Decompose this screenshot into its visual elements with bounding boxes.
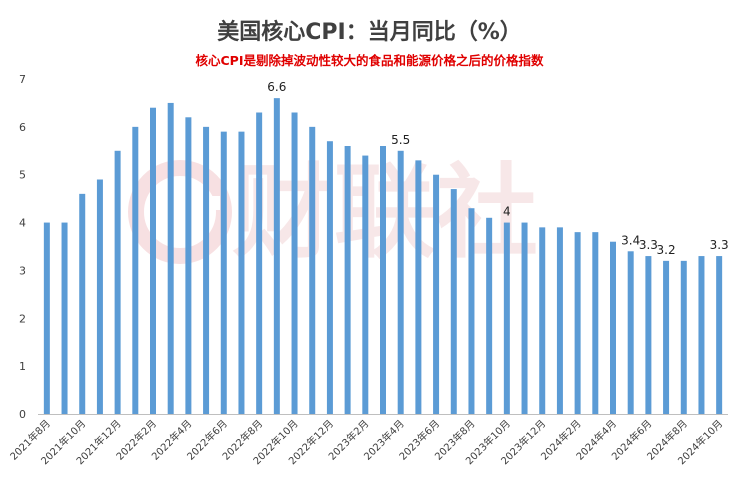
bar: [716, 256, 723, 414]
bar: [539, 227, 546, 414]
data-label: 3.3: [710, 238, 729, 252]
bar: [61, 222, 68, 414]
bar: [79, 193, 86, 414]
y-tick-label: 0: [19, 408, 26, 421]
y-tick-label: 5: [19, 169, 26, 182]
bar: [150, 107, 156, 414]
bar: [397, 150, 404, 415]
bar: [503, 222, 510, 414]
bar: [645, 256, 652, 414]
bar: [680, 260, 687, 414]
y-tick-label: 2: [19, 312, 26, 325]
bar: [344, 146, 351, 414]
bar: [238, 131, 245, 414]
bar: [273, 98, 280, 415]
bar: [309, 126, 316, 414]
bar: [96, 179, 103, 414]
y-tick-label: 6: [19, 121, 26, 134]
bar: [556, 227, 563, 414]
data-label: 3.3: [639, 238, 658, 252]
bar: [220, 131, 227, 414]
bar: [433, 174, 440, 414]
bar: [698, 256, 705, 414]
bar: [132, 126, 139, 414]
chart-subtitle: 核心CPI是剔除掉波动性较大的食品和能源价格之后的价格指数: [195, 53, 544, 68]
bar: [114, 150, 121, 415]
data-labels: 6.65.543.43.33.2 3.3: [267, 80, 728, 257]
data-label: 3.4: [621, 233, 640, 247]
data-label: 4: [503, 205, 511, 219]
bar: [415, 160, 422, 414]
bar: [663, 260, 670, 414]
bar: [627, 251, 634, 414]
bar: [167, 102, 174, 414]
y-tick-label: 3: [19, 264, 26, 277]
data-label: 6.6: [267, 80, 286, 94]
y-tick-label: 1: [19, 360, 26, 373]
bar: [574, 232, 581, 414]
data-label: 5.5: [391, 133, 410, 147]
bar: [380, 146, 386, 414]
bar: [291, 112, 298, 414]
y-tick-label: 4: [19, 217, 26, 230]
bar: [185, 117, 192, 415]
watermark-logo: 财联社: [128, 154, 538, 273]
bar: [43, 222, 50, 414]
bar: [592, 232, 599, 414]
bar-series: [43, 98, 723, 415]
bar: [203, 126, 210, 414]
bar: [450, 189, 457, 414]
bar: [468, 208, 475, 414]
bar: [521, 222, 528, 414]
bar: [326, 141, 333, 414]
data-label: 3.2: [657, 243, 676, 257]
y-tick-label: 7: [19, 73, 26, 86]
chart-title: 美国核心CPI：当月同比（%）: [217, 20, 522, 45]
bar: [486, 217, 493, 414]
bar: [256, 112, 263, 414]
bar: [610, 241, 616, 414]
bar: [362, 155, 369, 415]
